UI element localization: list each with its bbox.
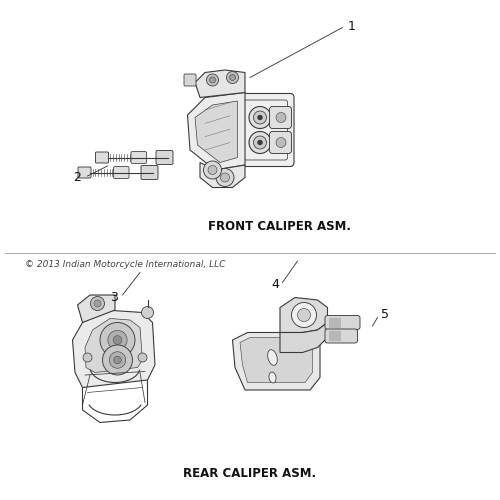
FancyBboxPatch shape (325, 329, 358, 343)
Circle shape (226, 72, 238, 84)
Text: REAR CALIPER ASM.: REAR CALIPER ASM. (184, 467, 316, 480)
FancyBboxPatch shape (96, 152, 108, 163)
Text: FRONT CALIPER ASM.: FRONT CALIPER ASM. (208, 220, 352, 232)
Polygon shape (195, 101, 238, 162)
Circle shape (210, 77, 216, 83)
Circle shape (90, 296, 104, 310)
Text: © 2013 Indian Motorcycle International, LLC: © 2013 Indian Motorcycle International, … (25, 260, 226, 269)
Circle shape (142, 306, 154, 318)
FancyBboxPatch shape (156, 150, 173, 164)
Circle shape (298, 308, 310, 322)
Polygon shape (195, 70, 245, 98)
Circle shape (254, 136, 266, 149)
Circle shape (276, 138, 286, 147)
Circle shape (258, 140, 262, 145)
FancyBboxPatch shape (141, 166, 158, 179)
FancyBboxPatch shape (325, 316, 360, 330)
Polygon shape (200, 162, 245, 188)
Text: 4: 4 (271, 278, 279, 291)
Circle shape (113, 336, 122, 344)
Circle shape (206, 74, 218, 86)
Circle shape (100, 322, 135, 358)
Polygon shape (280, 322, 328, 352)
Polygon shape (280, 298, 328, 332)
Circle shape (258, 115, 262, 120)
Polygon shape (85, 318, 142, 372)
Polygon shape (232, 332, 320, 390)
Polygon shape (240, 338, 312, 382)
Circle shape (276, 112, 286, 122)
Ellipse shape (269, 372, 276, 383)
Circle shape (249, 132, 271, 154)
Circle shape (220, 173, 230, 182)
FancyBboxPatch shape (114, 166, 129, 178)
Circle shape (292, 302, 316, 328)
Text: 3: 3 (110, 291, 118, 304)
FancyBboxPatch shape (131, 152, 146, 164)
Circle shape (108, 330, 127, 349)
Circle shape (254, 111, 266, 124)
Text: 1: 1 (348, 20, 356, 32)
FancyBboxPatch shape (270, 132, 291, 154)
Circle shape (208, 166, 217, 174)
Polygon shape (188, 92, 245, 170)
Circle shape (114, 356, 121, 364)
Circle shape (230, 74, 235, 80)
Ellipse shape (268, 350, 278, 366)
Polygon shape (72, 310, 155, 388)
Circle shape (138, 353, 147, 362)
Circle shape (216, 168, 234, 186)
Circle shape (83, 353, 92, 362)
Text: 5: 5 (381, 308, 389, 322)
Circle shape (204, 161, 222, 179)
Circle shape (102, 345, 132, 375)
FancyBboxPatch shape (184, 74, 196, 86)
Circle shape (94, 300, 101, 307)
Circle shape (109, 352, 126, 368)
FancyBboxPatch shape (78, 167, 91, 178)
FancyBboxPatch shape (238, 94, 294, 166)
FancyBboxPatch shape (270, 106, 291, 128)
Circle shape (249, 106, 271, 128)
Polygon shape (78, 295, 115, 322)
Text: 2: 2 (73, 171, 81, 184)
